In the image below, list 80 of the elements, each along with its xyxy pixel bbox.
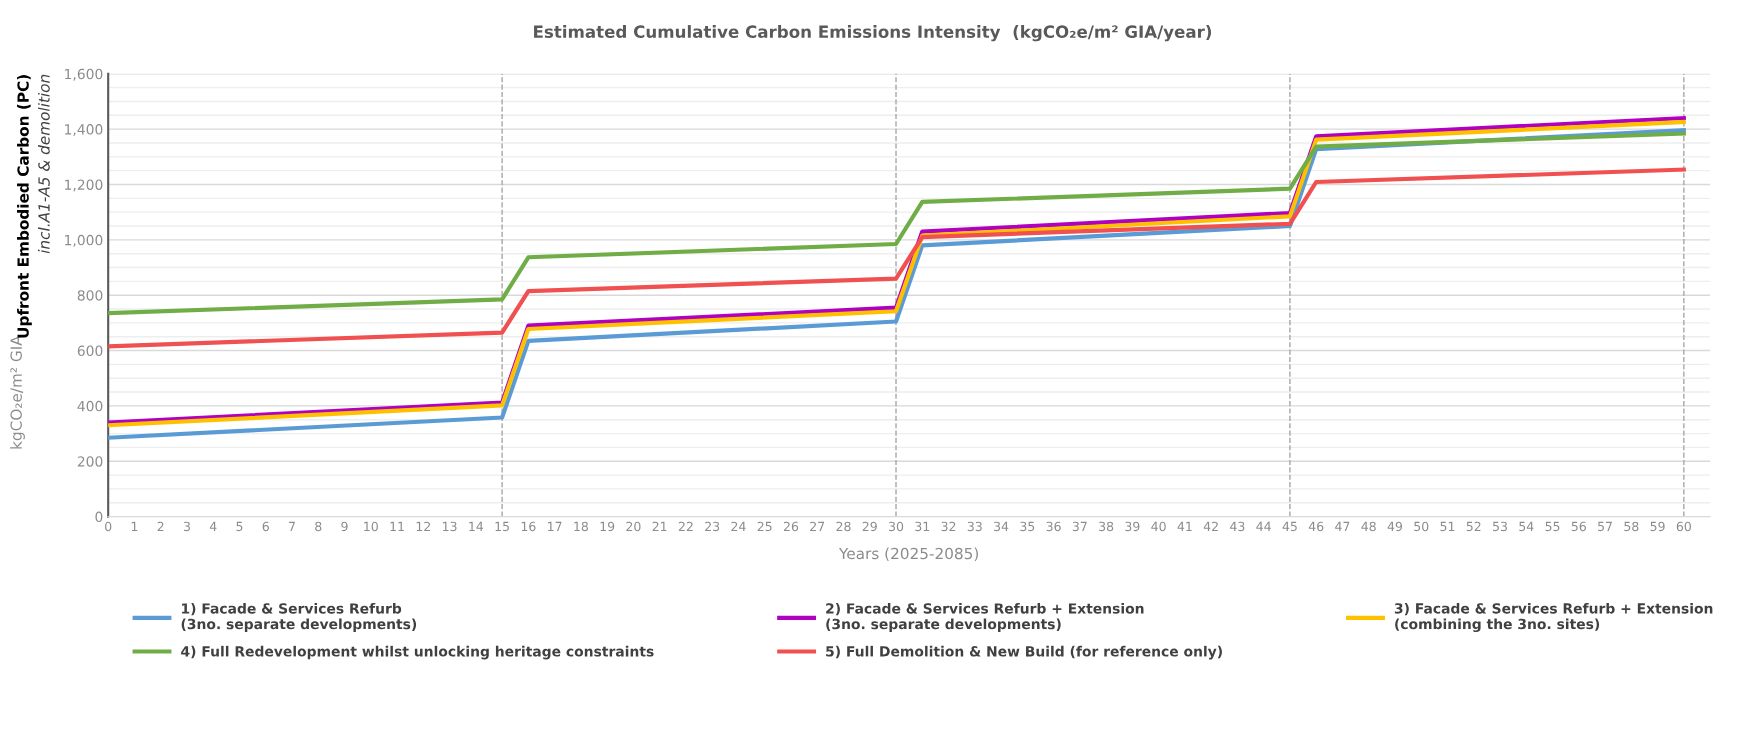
text: incl.A1-A5 & demolition: [37, 74, 50, 254]
x-tick-label: 48: [1361, 521, 1376, 532]
x-tick-label: 44: [1256, 521, 1271, 531]
x-tick-label: 31: [915, 521, 930, 532]
x-tick-label: 11: [390, 521, 404, 531]
y-tick-label: 200: [77, 456, 103, 467]
y-tick-label: 1,400: [65, 124, 103, 137]
x-tick-label: 3: [183, 521, 190, 532]
x-tick-label: 6: [262, 521, 269, 532]
x-tick-label: 51: [1440, 521, 1455, 532]
line-series: [108, 131, 1686, 316]
x-tick-label: 5: [236, 521, 243, 532]
x-tick-label: 54: [1519, 521, 1534, 532]
x-tick-label: 53: [1493, 521, 1507, 532]
x-tick-label: 7: [289, 521, 295, 531]
x-tick-label: 8: [315, 521, 322, 532]
x-tick-label: 45: [1282, 521, 1297, 532]
x-tick-label: 57: [1598, 521, 1612, 532]
x-tick-label: 0: [105, 521, 112, 532]
x-tick-label: 38: [1099, 521, 1114, 532]
x-tick-label: 15: [495, 521, 509, 532]
x-tick-label: 52: [1466, 521, 1481, 532]
x-tick-label: 28: [836, 521, 851, 532]
x-tick-label: 2: [157, 521, 164, 531]
x-tick-label: 13: [443, 521, 457, 532]
x-tick-label: 12: [416, 521, 431, 531]
x-tick-label: 24: [731, 521, 746, 531]
legend-label: 3) Facade & Services Refurb + Extension (combining the 3no. sites): [1394, 602, 1713, 632]
legend-label: 2) Facade & Services Refurb + Extension (3no. separate developments): [826, 602, 1144, 632]
x-tick-label: 19: [600, 521, 615, 532]
x-tick-label: 55: [1545, 521, 1560, 532]
y-tick-label: 0: [95, 511, 103, 523]
x-tick-label: 42: [1203, 521, 1218, 531]
x-tick-label: 40: [1151, 521, 1166, 532]
x-tick-label: 41: [1177, 521, 1192, 531]
x-tick-label: 29: [862, 521, 877, 532]
legend-label: 1) Facade & Services Refurb (3no. separate developments): [181, 602, 417, 632]
x-tick-label: 9: [341, 521, 348, 532]
x-tick-label: 37: [1072, 521, 1087, 532]
y-tick-label: 1,600: [65, 68, 103, 81]
x-tick-label: 36: [1046, 521, 1061, 532]
x-tick-label: 22: [678, 521, 693, 531]
line-series: [108, 167, 1686, 349]
x-tick-label: 23: [705, 521, 720, 532]
x-tick-label: 27: [810, 521, 825, 531]
x-tick-label: 17: [548, 521, 562, 531]
x-tick-label: 58: [1624, 521, 1639, 532]
y-tick-label: 800: [77, 290, 103, 301]
x-tick-label: 47: [1335, 521, 1350, 531]
chart-title: Estimated Cumulative Carbon Emissions Intensity (kgCO₂e/m² GIA/year): [534, 25, 1212, 42]
y-tick-label: 1,200: [65, 179, 103, 192]
x-tick-label: 43: [1230, 521, 1245, 532]
x-tick-label: 18: [574, 521, 588, 532]
x-tick-label: 35: [1020, 521, 1035, 532]
x-tick-label: 32: [941, 521, 956, 532]
x-tick-label: 34: [994, 521, 1009, 532]
x-tick-label: 60: [1676, 521, 1691, 532]
x-tick-label: 59: [1650, 521, 1665, 532]
x-tick-label: 26: [783, 521, 799, 532]
x-tick-label: 20: [626, 521, 641, 532]
x-tick-label: 21: [652, 521, 667, 531]
legend-label: 4) Full Redevelopment whilst unlocking heritage constraints: [181, 645, 654, 660]
legend-label: 5) Full Demolition & New Build (for reference only): [826, 645, 1222, 660]
y-tick-label: 400: [77, 400, 103, 412]
x-tick-label: 16: [521, 521, 536, 532]
y-tick-label: 600: [77, 345, 103, 357]
x-tick-label: 30: [889, 521, 904, 532]
x-tick-label: 39: [1125, 521, 1140, 532]
x-tick-label: 33: [967, 521, 982, 532]
x-tick-label: 1: [131, 521, 138, 531]
x-axis-title: Years (2025-2085): [838, 547, 979, 562]
y-tick-label: 1,000: [65, 234, 103, 247]
x-tick-label: 14: [469, 521, 484, 531]
x-tick-label: 4: [209, 521, 217, 531]
x-tick-label: 56: [1571, 521, 1586, 532]
x-tick-label: 46: [1308, 521, 1324, 532]
x-tick-label: 50: [1414, 521, 1429, 532]
x-tick-label: 25: [757, 521, 772, 532]
x-tick-label: 10: [364, 521, 378, 532]
x-tick-label: 49: [1387, 521, 1403, 532]
